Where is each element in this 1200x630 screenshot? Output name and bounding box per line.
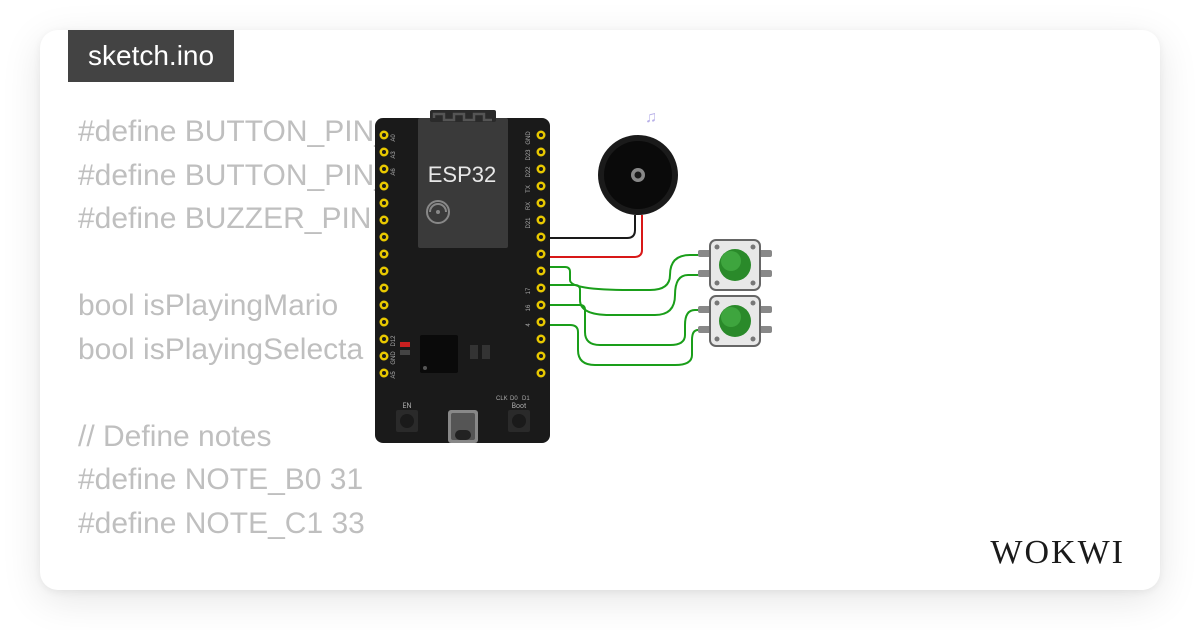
svg-text:GND: GND bbox=[391, 351, 397, 365]
board-pins-left bbox=[380, 131, 389, 378]
buzzer-component[interactable] bbox=[598, 135, 678, 215]
svg-text:A0: A0 bbox=[391, 134, 397, 142]
wires bbox=[545, 215, 705, 365]
svg-text:16: 16 bbox=[526, 304, 532, 311]
svg-text:A5: A5 bbox=[391, 371, 397, 379]
push-button-2[interactable] bbox=[698, 296, 772, 346]
pin-labels-bottom: CLK D0 D1 bbox=[496, 396, 530, 402]
code-line: // Define notes bbox=[78, 420, 271, 453]
push-button-1[interactable] bbox=[698, 240, 772, 290]
code-line: #define BUZZER_PIN bbox=[78, 202, 371, 235]
pin-labels-left: A5 GND D12 bbox=[391, 335, 397, 379]
svg-text:A3: A3 bbox=[391, 151, 397, 159]
svg-text:♫: ♫ bbox=[645, 110, 657, 126]
code-line: #define NOTE_B0 31 bbox=[78, 463, 363, 496]
board-label: ESP32 bbox=[428, 162, 497, 187]
svg-text:TX: TX bbox=[526, 185, 532, 193]
svg-text:D1: D1 bbox=[522, 396, 530, 402]
svg-text:CLK: CLK bbox=[496, 396, 508, 402]
code-line: #define NOTE_C1 33 bbox=[78, 507, 365, 540]
svg-text:GND: GND bbox=[526, 131, 532, 145]
esp32-board[interactable]: ESP32 GND D23 D22 TX RX D21 17 16 4 A bbox=[375, 110, 550, 443]
svg-text:RX: RX bbox=[526, 202, 532, 210]
svg-text:D23: D23 bbox=[526, 149, 532, 161]
svg-text:17: 17 bbox=[526, 287, 532, 294]
svg-text:D12: D12 bbox=[391, 335, 397, 347]
svg-text:A6: A6 bbox=[391, 168, 397, 176]
code-line: #define BUTTON_PIN_ bbox=[78, 159, 391, 192]
code-line: bool isPlayingSelecta bbox=[78, 333, 363, 366]
board-pins-right bbox=[537, 131, 546, 378]
file-tab[interactable]: sketch.ino bbox=[68, 30, 234, 82]
svg-text:Boot: Boot bbox=[512, 402, 527, 410]
led-icon bbox=[400, 342, 410, 347]
project-card: sketch.ino #define BUTTON_PIN_1 16 #defi… bbox=[40, 30, 1160, 590]
svg-text:D21: D21 bbox=[526, 217, 532, 229]
circuit-diagram[interactable]: ♫ bbox=[370, 110, 890, 470]
music-note-icon: ♫ bbox=[645, 110, 657, 126]
svg-text:EN: EN bbox=[403, 402, 412, 410]
code-line: bool isPlayingMario bbox=[78, 289, 338, 322]
svg-text:D0: D0 bbox=[510, 396, 518, 402]
wokwi-logo: WOKWI bbox=[990, 534, 1125, 572]
svg-text:D22: D22 bbox=[526, 166, 532, 178]
